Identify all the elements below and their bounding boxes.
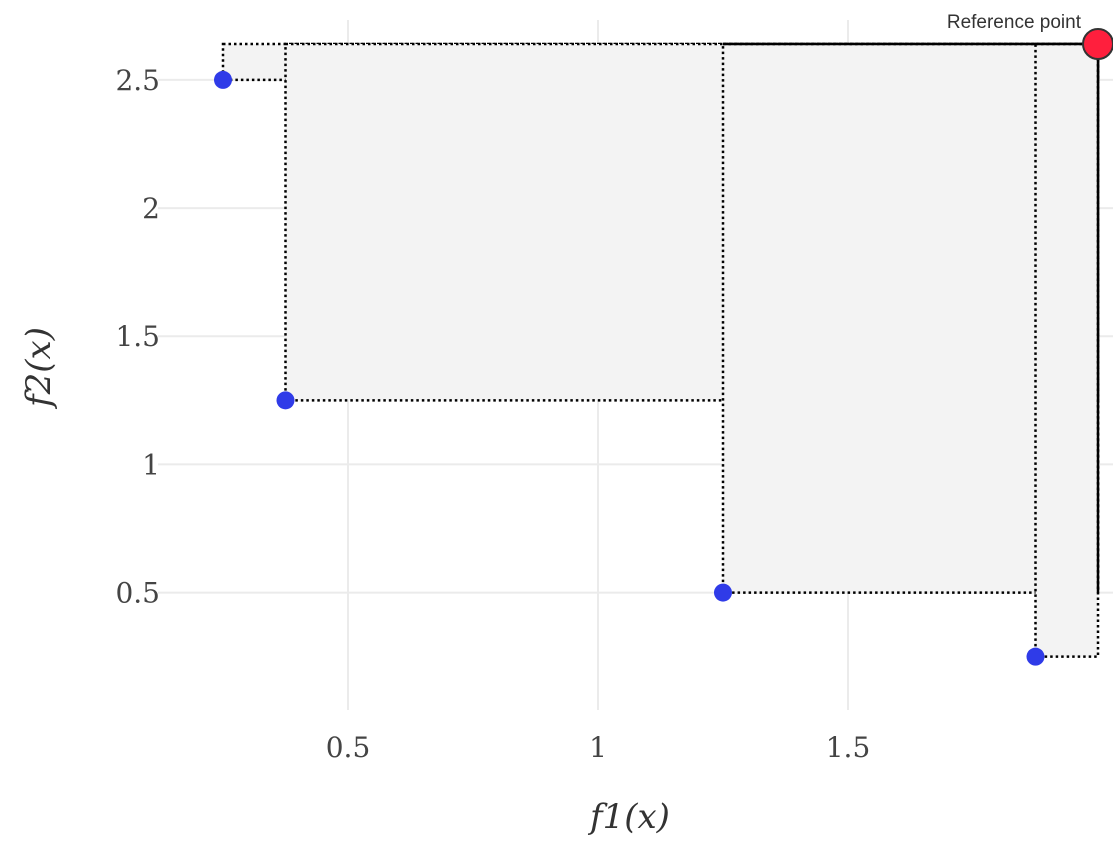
- x-axis-ticks: 0.5 1 1.5: [326, 731, 871, 764]
- pareto-point: [214, 70, 232, 89]
- dominated-box: [1034, 42, 1100, 658]
- reference-point-group: Reference point: [947, 12, 1113, 60]
- y-tick-label: 1.5: [115, 320, 160, 353]
- x-axis-title: f1(x): [587, 797, 670, 837]
- pareto-point: [714, 583, 732, 602]
- y-axis-title: f2(x): [19, 327, 59, 410]
- reference-point: [1082, 28, 1113, 60]
- pareto-points: [214, 70, 1045, 666]
- y-tick-label: 2.5: [115, 64, 160, 97]
- y-axis-ticks: 0.5 1 1.5 2 2.5: [115, 64, 160, 610]
- x-tick-label: 1: [589, 731, 607, 764]
- y-tick-label: 1: [142, 448, 160, 481]
- y-tick-label: 0.5: [115, 577, 160, 610]
- y-tick-label: 2: [142, 192, 160, 225]
- pareto-point: [1026, 647, 1045, 666]
- x-tick-label: 1.5: [826, 731, 871, 764]
- x-tick-label: 0.5: [326, 731, 371, 764]
- pareto-point: [276, 391, 295, 410]
- dominated-region-outline: [723, 42, 1100, 593]
- reference-point-label: Reference point: [947, 12, 1082, 33]
- dominated-region-boxes: [221, 42, 1100, 658]
